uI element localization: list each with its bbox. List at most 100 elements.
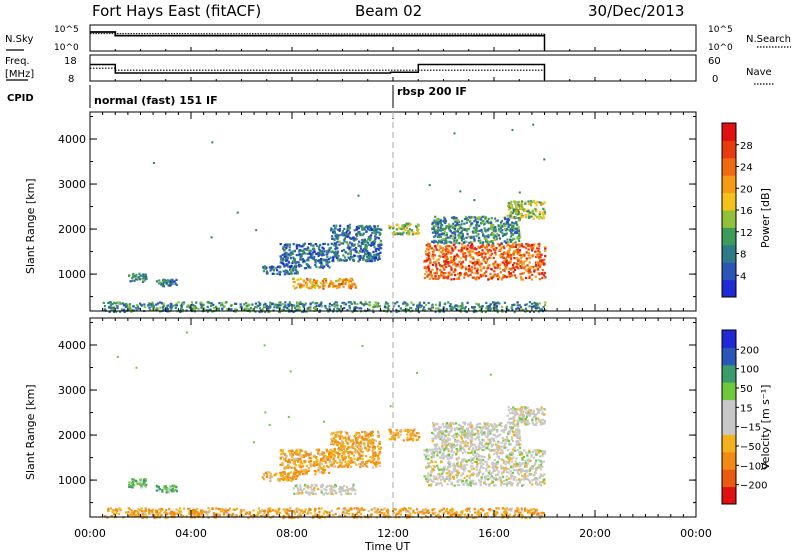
data-cell [434,448,437,451]
y-tick-label: 2000 [58,223,86,236]
data-cell [165,281,168,284]
data-cell [300,264,303,267]
data-cell [512,448,515,451]
data-cell [471,473,474,477]
data-cell [431,255,434,258]
data-cell [311,252,314,255]
data-cell [144,275,147,278]
data-cell [377,430,380,433]
data-cell [357,260,360,263]
data-cell [439,219,443,222]
data-cell [525,471,528,474]
data-cell [355,226,359,229]
data-cell [492,226,495,230]
data-cell [317,254,320,257]
data-cell [517,473,521,476]
power-panel-bg [90,112,696,311]
data-cell [310,491,313,494]
data-cell [358,434,361,437]
data-cell [505,264,509,267]
data-cell [483,433,486,436]
data-cell [492,476,495,479]
data-cell [134,278,138,281]
data-cell [344,430,347,434]
data-cell [111,306,114,309]
data-cell [330,450,334,453]
data-cell [507,250,510,253]
data-cell [355,250,358,253]
data-cell [518,245,521,248]
nave-tick-bottom: 0 [712,74,718,85]
data-cell [501,229,504,232]
data-cell [511,225,514,228]
data-cell [478,263,481,266]
data-cell [168,283,171,286]
data-cell [337,285,340,288]
data-cell [516,236,519,239]
data-cell [481,253,484,256]
data-cell [463,276,466,279]
data-cell [431,223,434,226]
data-cell [501,255,504,258]
data-cell [442,470,445,473]
data-cell [283,470,286,473]
data-cell [496,219,499,222]
data-cell [443,264,446,267]
data-cell [529,200,532,203]
data-cell [245,304,248,307]
data-cell [161,490,164,493]
data-cell [484,256,487,259]
data-cell [360,440,363,443]
data-cell [457,255,460,258]
data-cell [330,453,333,456]
data-cell [324,242,327,245]
data-cell [143,303,146,306]
data-cell [438,254,441,257]
data-cell [464,256,467,259]
data-cell [534,471,537,474]
data-cell [436,229,439,232]
data-cell [167,279,170,282]
data-cell [142,480,145,483]
data-cell [544,247,547,250]
data-cell [437,249,440,252]
data-cell [513,257,516,260]
data-cell [475,426,478,429]
data-cell [324,278,327,281]
data-cell [317,451,320,454]
data-cell [508,458,512,461]
data-cell [533,473,536,476]
data-cell [428,252,431,255]
data-cell [496,311,499,314]
data-cell [506,253,509,256]
power-ylabel: Slant Range [km] [24,178,37,274]
data-cell [495,307,498,310]
data-cell [133,279,136,282]
data-cell [459,478,463,481]
data-cell [349,252,352,256]
data-cell [425,244,428,247]
data-cell [348,285,351,288]
data-cell [437,234,440,237]
data-cell [509,260,512,263]
data-cell [474,272,477,275]
data-cell [312,257,315,260]
data-cell [180,307,183,310]
data-cell [482,245,485,248]
data-cell [389,428,392,432]
data-cell [310,255,313,258]
data-cell [471,245,474,248]
data-cell [325,250,329,253]
data-cell [331,488,335,492]
data-cell [330,235,334,238]
data-cell [493,235,496,238]
data-cell [527,200,530,203]
data-cell [468,270,471,273]
data-cell [136,482,139,486]
data-cell [482,220,485,223]
data-cell [522,475,525,478]
data-cell [433,239,436,242]
data-cell [320,258,323,261]
data-cell [515,464,518,467]
data-cell [473,227,476,230]
